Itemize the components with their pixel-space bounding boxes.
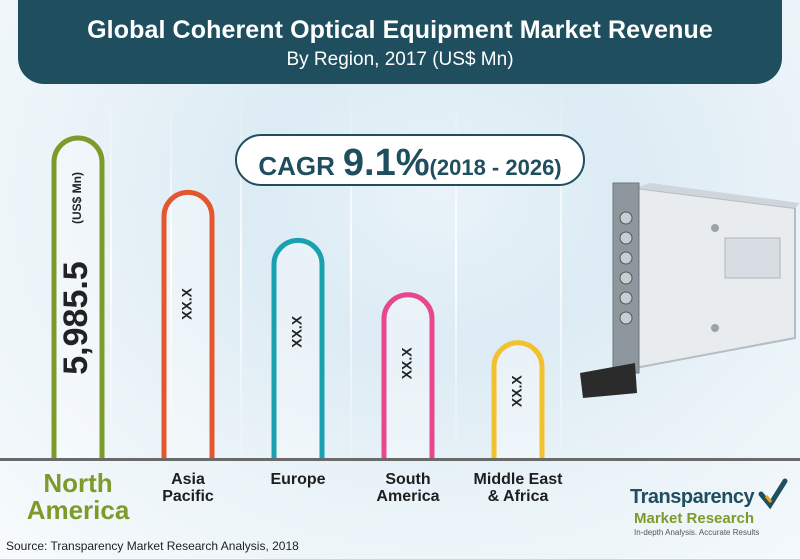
- bar-middle-east-africa: [491, 340, 545, 458]
- cagr-value: 9.1%: [342, 142, 430, 184]
- category-label-line: America: [376, 487, 440, 505]
- bar-europe: [271, 237, 325, 458]
- bar-asia-pacific: [161, 189, 215, 458]
- bar-south-america: [381, 292, 435, 458]
- fibre-glow: [350, 90, 352, 470]
- bar-north-america: [51, 135, 105, 458]
- cagr-badge: CAGR 9.1% (2018 - 2026): [235, 134, 585, 186]
- logo-text-primary: Transparency: [630, 486, 755, 508]
- category-label: South America: [348, 471, 468, 506]
- cagr-period: (2018 - 2026): [429, 155, 562, 180]
- category-label-line: & Africa: [487, 487, 549, 505]
- optical-module-image: [580, 182, 800, 398]
- value-label: 5,985.5: [57, 261, 95, 374]
- category-label-line: Middle East: [473, 471, 563, 488]
- category-label-line: South: [385, 471, 431, 488]
- category-label-line: Europe: [270, 471, 326, 488]
- unit-label: (US$ Mn): [70, 172, 84, 224]
- source-note: Source: Transparency Market Research Ana…: [6, 539, 299, 553]
- checkmark-icon: [758, 478, 788, 510]
- cagr-label: CAGR: [258, 151, 335, 181]
- category-label: North America: [13, 468, 143, 526]
- category-label-line: Asia: [171, 471, 205, 488]
- logo-tagline: In-depth Analysis. Accurate Results: [634, 528, 760, 537]
- category-label-line: North: [43, 468, 113, 498]
- header-banner: Global Coherent Optical Equipment Market…: [18, 0, 782, 84]
- fibre-glow: [240, 90, 242, 470]
- value-label: XX.X: [509, 375, 525, 408]
- chart-subtitle: By Region, 2017 (US$ Mn): [286, 49, 514, 70]
- category-label: Middle East & Africa: [458, 471, 578, 506]
- fibre-glow: [110, 90, 112, 470]
- category-label: Europe: [238, 471, 358, 489]
- company-logo: Transparency Market Research In-depth An…: [620, 476, 795, 546]
- fibre-glow: [170, 90, 172, 470]
- value-label: XX.X: [179, 287, 195, 320]
- category-label-line: Pacific: [162, 487, 214, 505]
- fibre-glow: [560, 90, 562, 470]
- category-label: Asia Pacific: [128, 471, 248, 506]
- value-label: XX.X: [289, 315, 305, 348]
- chart-title: Global Coherent Optical Equipment Market…: [87, 16, 713, 44]
- category-label-line: America: [26, 495, 130, 526]
- logo-text-secondary: Market Research: [634, 510, 755, 527]
- value-label: XX.X: [399, 347, 415, 380]
- fibre-glow: [455, 90, 457, 470]
- chart-baseline: [0, 458, 800, 461]
